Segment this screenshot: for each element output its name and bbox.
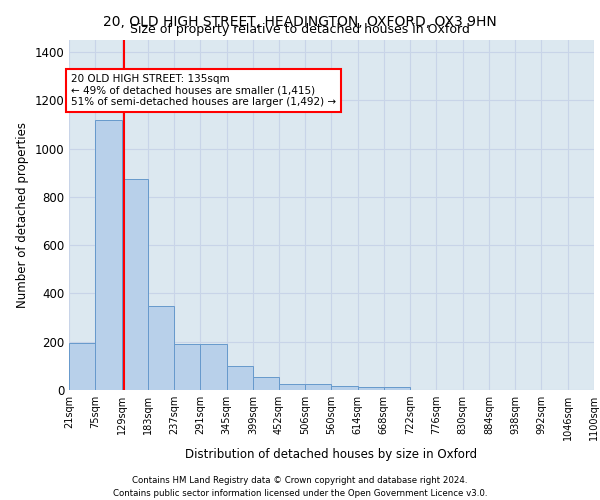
Bar xyxy=(384,387,410,390)
Bar xyxy=(227,366,253,390)
X-axis label: Distribution of detached houses by size in Oxford: Distribution of detached houses by size … xyxy=(185,448,478,462)
Text: Contains HM Land Registry data © Crown copyright and database right 2024.
Contai: Contains HM Land Registry data © Crown c… xyxy=(113,476,487,498)
Bar xyxy=(200,344,227,390)
Bar xyxy=(95,120,122,390)
Bar xyxy=(358,387,384,390)
Bar xyxy=(69,343,95,390)
Bar xyxy=(122,179,148,390)
Bar xyxy=(174,344,200,390)
Bar xyxy=(331,386,358,390)
Bar xyxy=(148,306,174,390)
Y-axis label: Number of detached properties: Number of detached properties xyxy=(16,122,29,308)
Bar xyxy=(305,384,331,390)
Bar xyxy=(253,378,279,390)
Text: Size of property relative to detached houses in Oxford: Size of property relative to detached ho… xyxy=(130,22,470,36)
Bar xyxy=(279,384,305,390)
Text: 20, OLD HIGH STREET, HEADINGTON, OXFORD, OX3 9HN: 20, OLD HIGH STREET, HEADINGTON, OXFORD,… xyxy=(103,15,497,29)
Text: 20 OLD HIGH STREET: 135sqm
← 49% of detached houses are smaller (1,415)
51% of s: 20 OLD HIGH STREET: 135sqm ← 49% of deta… xyxy=(71,74,336,107)
